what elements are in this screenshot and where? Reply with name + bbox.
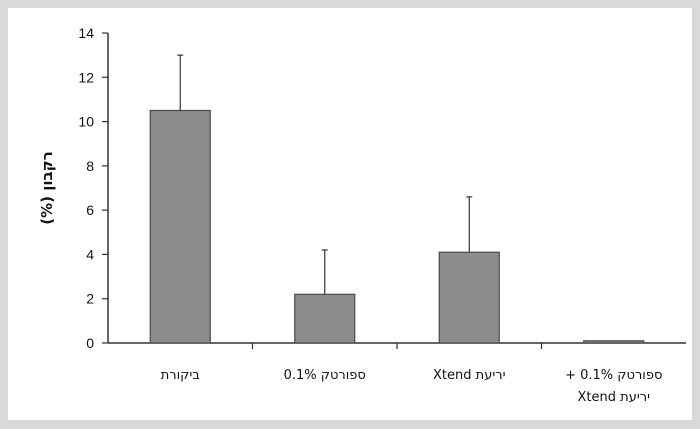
y-tick-label: 4 — [86, 246, 94, 262]
x-category-label: ספורטק 0.1% — [284, 368, 366, 383]
y-tick-label: 6 — [86, 202, 94, 218]
bar — [583, 340, 645, 344]
bars — [149, 109, 645, 344]
y-tick-label: 2 — [86, 291, 94, 307]
y-tick-label: 12 — [78, 69, 94, 85]
plot-panel — [8, 8, 692, 420]
y-tick-label: 10 — [78, 114, 94, 130]
x-category-label: ביקורת — [161, 368, 200, 383]
y-axis-title: רקבון (%) — [38, 151, 56, 224]
bar — [438, 251, 500, 344]
y-tick-label: 0 — [86, 335, 94, 351]
x-category-label: ספורטק 0.1% + — [565, 368, 662, 383]
bar — [294, 293, 356, 344]
y-tick-label: 8 — [86, 158, 94, 174]
y-tick-label: 14 — [78, 25, 94, 41]
x-category-label: יריעת Xtend — [578, 390, 651, 405]
y-ticks: 0 2 4 6 8 10 12 14 — [78, 25, 543, 351]
x-category-label: יריעת Xtend — [433, 368, 506, 383]
category-labels: ביקורת ספורטק 0.1% יריעת Xtend ספורטק 0.1% … — [161, 368, 663, 405]
bar — [149, 109, 211, 344]
error-bars — [177, 54, 473, 295]
